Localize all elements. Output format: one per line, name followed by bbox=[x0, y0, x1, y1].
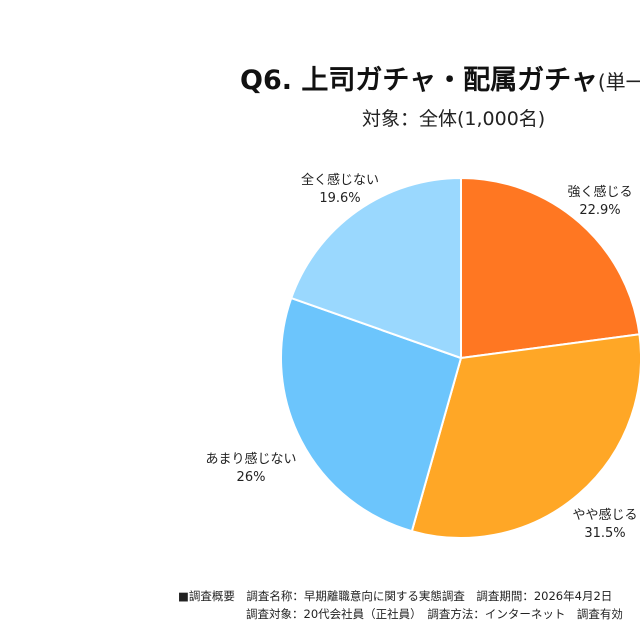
survey-footer: ■調査概要 調査名称：早期離職意向に関する実態調査 調査期間：2026年4月2日… bbox=[0, 586, 640, 640]
pie-slice-not-at-all bbox=[290, 177, 462, 359]
chart-subtitle: 対象：全体(1,000名) bbox=[362, 108, 546, 130]
chart-title-main: Q6. 上司ガチャ・配属ガチャ bbox=[240, 65, 598, 96]
pie-label-value: 26% bbox=[237, 470, 266, 485]
pie-slice-not-much bbox=[280, 297, 462, 533]
pie-labels: 強く感じる 22.9% やや感じる 31.5% あまり感じない 26% 全く感じない 19.6… bbox=[205, 172, 637, 541]
pie-slice-strong bbox=[460, 177, 640, 359]
pie-label-category: やや感じる bbox=[572, 507, 637, 523]
pie-label-not-much: あまり感じない 26% bbox=[205, 451, 296, 485]
survey-footer-line-2: 調査対象：20代会社員（正社員） 調査方法：インターネット 調査有効 bbox=[246, 607, 623, 621]
pie-label-value: 31.5% bbox=[584, 526, 625, 541]
chart-title: Q6. 上司ガチャ・配属ガチャ(単一回 bbox=[240, 64, 640, 99]
pie-label-value: 22.9% bbox=[579, 203, 620, 218]
chart-title-suffix: (単一回 bbox=[597, 70, 640, 94]
pie-label-somewhat: やや感じる 31.5% bbox=[572, 507, 637, 541]
pie-label-category: 強く感じる bbox=[567, 184, 632, 200]
pie-label-category: 全く感じない bbox=[301, 172, 379, 188]
pie-slices bbox=[280, 177, 640, 539]
pie-label-category: あまり感じない bbox=[205, 451, 296, 467]
pie-label-value: 19.6% bbox=[319, 191, 360, 206]
pie-label-strong: 強く感じる 22.9% bbox=[567, 184, 632, 218]
pie-label-not-at-all: 全く感じない 19.6% bbox=[301, 172, 379, 206]
survey-footer-line-1: ■調査概要 調査名称：早期離職意向に関する実態調査 調査期間：2026年4月2日 bbox=[178, 589, 613, 603]
